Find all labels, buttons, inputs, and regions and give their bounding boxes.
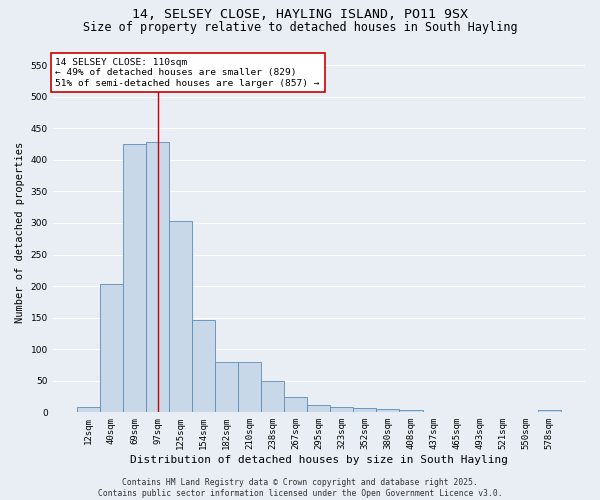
Bar [538,410,561,412]
Text: 14 SELSEY CLOSE: 110sqm
← 49% of detached houses are smaller (829)
51% of semi-d: 14 SELSEY CLOSE: 110sqm ← 49% of detache… [55,58,320,88]
Bar [376,409,400,412]
Text: Contains HM Land Registry data © Crown copyright and database right 2025.
Contai: Contains HM Land Registry data © Crown c… [98,478,502,498]
Bar [100,284,123,412]
Bar [400,410,422,412]
Bar [331,408,353,412]
Y-axis label: Number of detached properties: Number of detached properties [15,142,25,323]
Bar [192,320,215,412]
Bar [169,221,192,412]
Text: 14, SELSEY CLOSE, HAYLING ISLAND, PO11 9SX: 14, SELSEY CLOSE, HAYLING ISLAND, PO11 9… [132,8,468,20]
Bar [307,405,331,412]
Bar [261,381,284,412]
X-axis label: Distribution of detached houses by size in South Hayling: Distribution of detached houses by size … [130,455,508,465]
Bar [77,408,100,412]
Bar [146,142,169,412]
Bar [215,362,238,412]
Text: Size of property relative to detached houses in South Hayling: Size of property relative to detached ho… [83,21,517,34]
Bar [353,408,376,412]
Bar [238,362,261,412]
Bar [123,144,146,412]
Bar [284,396,307,412]
